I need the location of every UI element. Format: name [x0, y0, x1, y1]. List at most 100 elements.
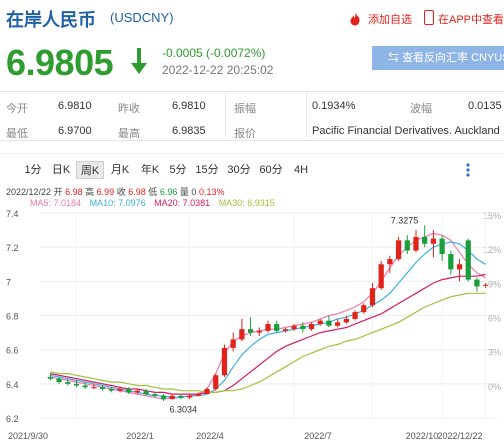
x-tick-label: 2022/12/22	[437, 431, 482, 441]
candle-body	[404, 240, 410, 251]
candle-body	[230, 339, 236, 348]
candle-body	[82, 385, 88, 388]
candle-info: 2022/12/22 开 6.98 高 6.99 收 6.98 低 6.96 量…	[6, 185, 224, 198]
candle-body	[300, 325, 306, 330]
candle-body	[413, 236, 419, 251]
candle-body	[108, 388, 114, 391]
tab-1[interactable]: 日K	[51, 164, 71, 176]
candle-body	[160, 395, 167, 400]
ma20-legend: MA20: 7.0381	[154, 198, 211, 208]
x-tick-label: 2022/4	[196, 431, 224, 441]
current-price: 6.9805	[6, 42, 114, 83]
candle-body	[422, 236, 428, 244]
ma10-legend: MA10: 7.0976	[89, 198, 146, 208]
candle-body	[91, 387, 97, 389]
ma-line-ma20	[50, 273, 486, 395]
open-label: 今开	[6, 103, 28, 115]
add-favorite-link[interactable]: 添加自选	[368, 14, 412, 26]
phone-icon[interactable]	[424, 10, 434, 25]
y-tick-label: 7.2	[6, 243, 19, 253]
candle-body	[117, 388, 123, 391]
tab-9[interactable]: 4H	[293, 164, 309, 176]
volatility-label: 波幅	[410, 103, 432, 115]
flame-icon[interactable]	[348, 12, 362, 26]
y-tick-label: 6.2	[6, 414, 19, 424]
pct-tick-label: 0%	[488, 382, 501, 392]
candle-body	[378, 264, 384, 289]
ma-line-ma10	[50, 241, 486, 399]
info-open: 6.98	[65, 187, 83, 197]
candle-body	[47, 377, 53, 379]
pct-tick-label: 9%	[488, 279, 501, 289]
candle-body	[221, 347, 228, 376]
candle-body	[73, 383, 80, 386]
candle-body	[169, 395, 175, 400]
y-tick-label: 6.6	[6, 346, 19, 356]
reverse-rate-label: 查看反向汇率 CNYUSD	[402, 52, 504, 64]
candle-body	[439, 238, 445, 254]
candle-body	[56, 378, 62, 383]
view-in-app-link[interactable]: 在APP中查看	[438, 14, 504, 26]
amplitude-value: 0.1934%	[312, 100, 356, 112]
tab-4[interactable]: 年K	[140, 164, 160, 176]
candle-body	[326, 320, 332, 326]
reverse-rate-button[interactable]: ⇆ 查看反向汇率 CNYUSD	[372, 46, 504, 70]
tab-3[interactable]: 月K	[110, 164, 130, 176]
candle-body	[456, 264, 463, 270]
ma-legend: MA5: 7.0184 MA10: 7.0976 MA20: 7.0381 MA…	[6, 198, 275, 208]
y-tick-label: 7	[6, 277, 11, 287]
info-low-label: 低	[148, 187, 158, 197]
info-volume-label: 量	[179, 187, 189, 197]
info-open-label: 开	[53, 187, 63, 197]
tab-5[interactable]: 5分	[169, 164, 187, 176]
pct-tick-label: 6%	[488, 314, 501, 324]
ma-line-ma30	[50, 292, 486, 393]
y-tick-label: 6.4	[6, 380, 19, 390]
info-pct: 0.13%	[198, 187, 225, 197]
candle-body	[361, 305, 367, 313]
divider	[0, 140, 504, 141]
candle-body	[448, 254, 454, 270]
tab-2[interactable]: 周K	[76, 161, 104, 179]
divider	[225, 93, 226, 137]
prev-close-label: 昨收	[118, 103, 140, 115]
pct-tick-label: 15%	[483, 211, 501, 221]
tab-6[interactable]: 15分	[195, 164, 219, 176]
price-change: -0.0005 (-0.0072%)	[162, 46, 266, 60]
candle-body	[335, 322, 341, 326]
candle-body	[256, 330, 262, 333]
candle-body	[213, 375, 219, 389]
amplitude-label: 振幅	[234, 103, 256, 115]
candle-body	[387, 259, 393, 265]
low-annotation: 6.3034	[170, 404, 198, 414]
quoter-value: Pacific Financial Derivatives. Auckland	[312, 125, 500, 137]
tab-8[interactable]: 60分	[259, 164, 283, 176]
tab-7[interactable]: 30分	[227, 164, 251, 176]
candle-body	[134, 390, 141, 393]
divider	[306, 93, 307, 137]
divider	[0, 153, 504, 154]
info-date: 2022/12/22	[6, 187, 52, 197]
info-close: 6.98	[128, 187, 146, 197]
candle-body	[65, 382, 71, 384]
candle-body	[187, 395, 193, 398]
candlestick-chart[interactable]: 6.2 6.4 6.6 6.8 7 7.2 7.4 15% 12% 9% 6% 3% 0% 7.3275 6…	[0, 205, 504, 445]
candle-body	[178, 395, 184, 398]
down-arrow-icon	[131, 48, 147, 74]
high-annotation: 7.3275	[391, 215, 419, 225]
tab-0[interactable]: 1分	[24, 164, 42, 176]
info-high: 6.99	[96, 187, 115, 197]
candle-body	[265, 324, 271, 331]
more-options-icon[interactable]	[466, 162, 470, 178]
x-tick-label: 2022/7	[304, 431, 332, 441]
page-title: 在岸人民币	[6, 10, 96, 30]
volatility-value: 0.0135	[468, 100, 502, 112]
candle-body	[430, 238, 437, 244]
candle-body	[247, 329, 254, 333]
candle-body	[274, 324, 280, 331]
candle-body	[99, 387, 106, 389]
x-tick-label: 2021/9/30	[8, 431, 48, 441]
info-low: 6.96	[159, 187, 178, 197]
info-close-label: 收	[116, 187, 126, 197]
high-label: 最高	[118, 128, 140, 140]
